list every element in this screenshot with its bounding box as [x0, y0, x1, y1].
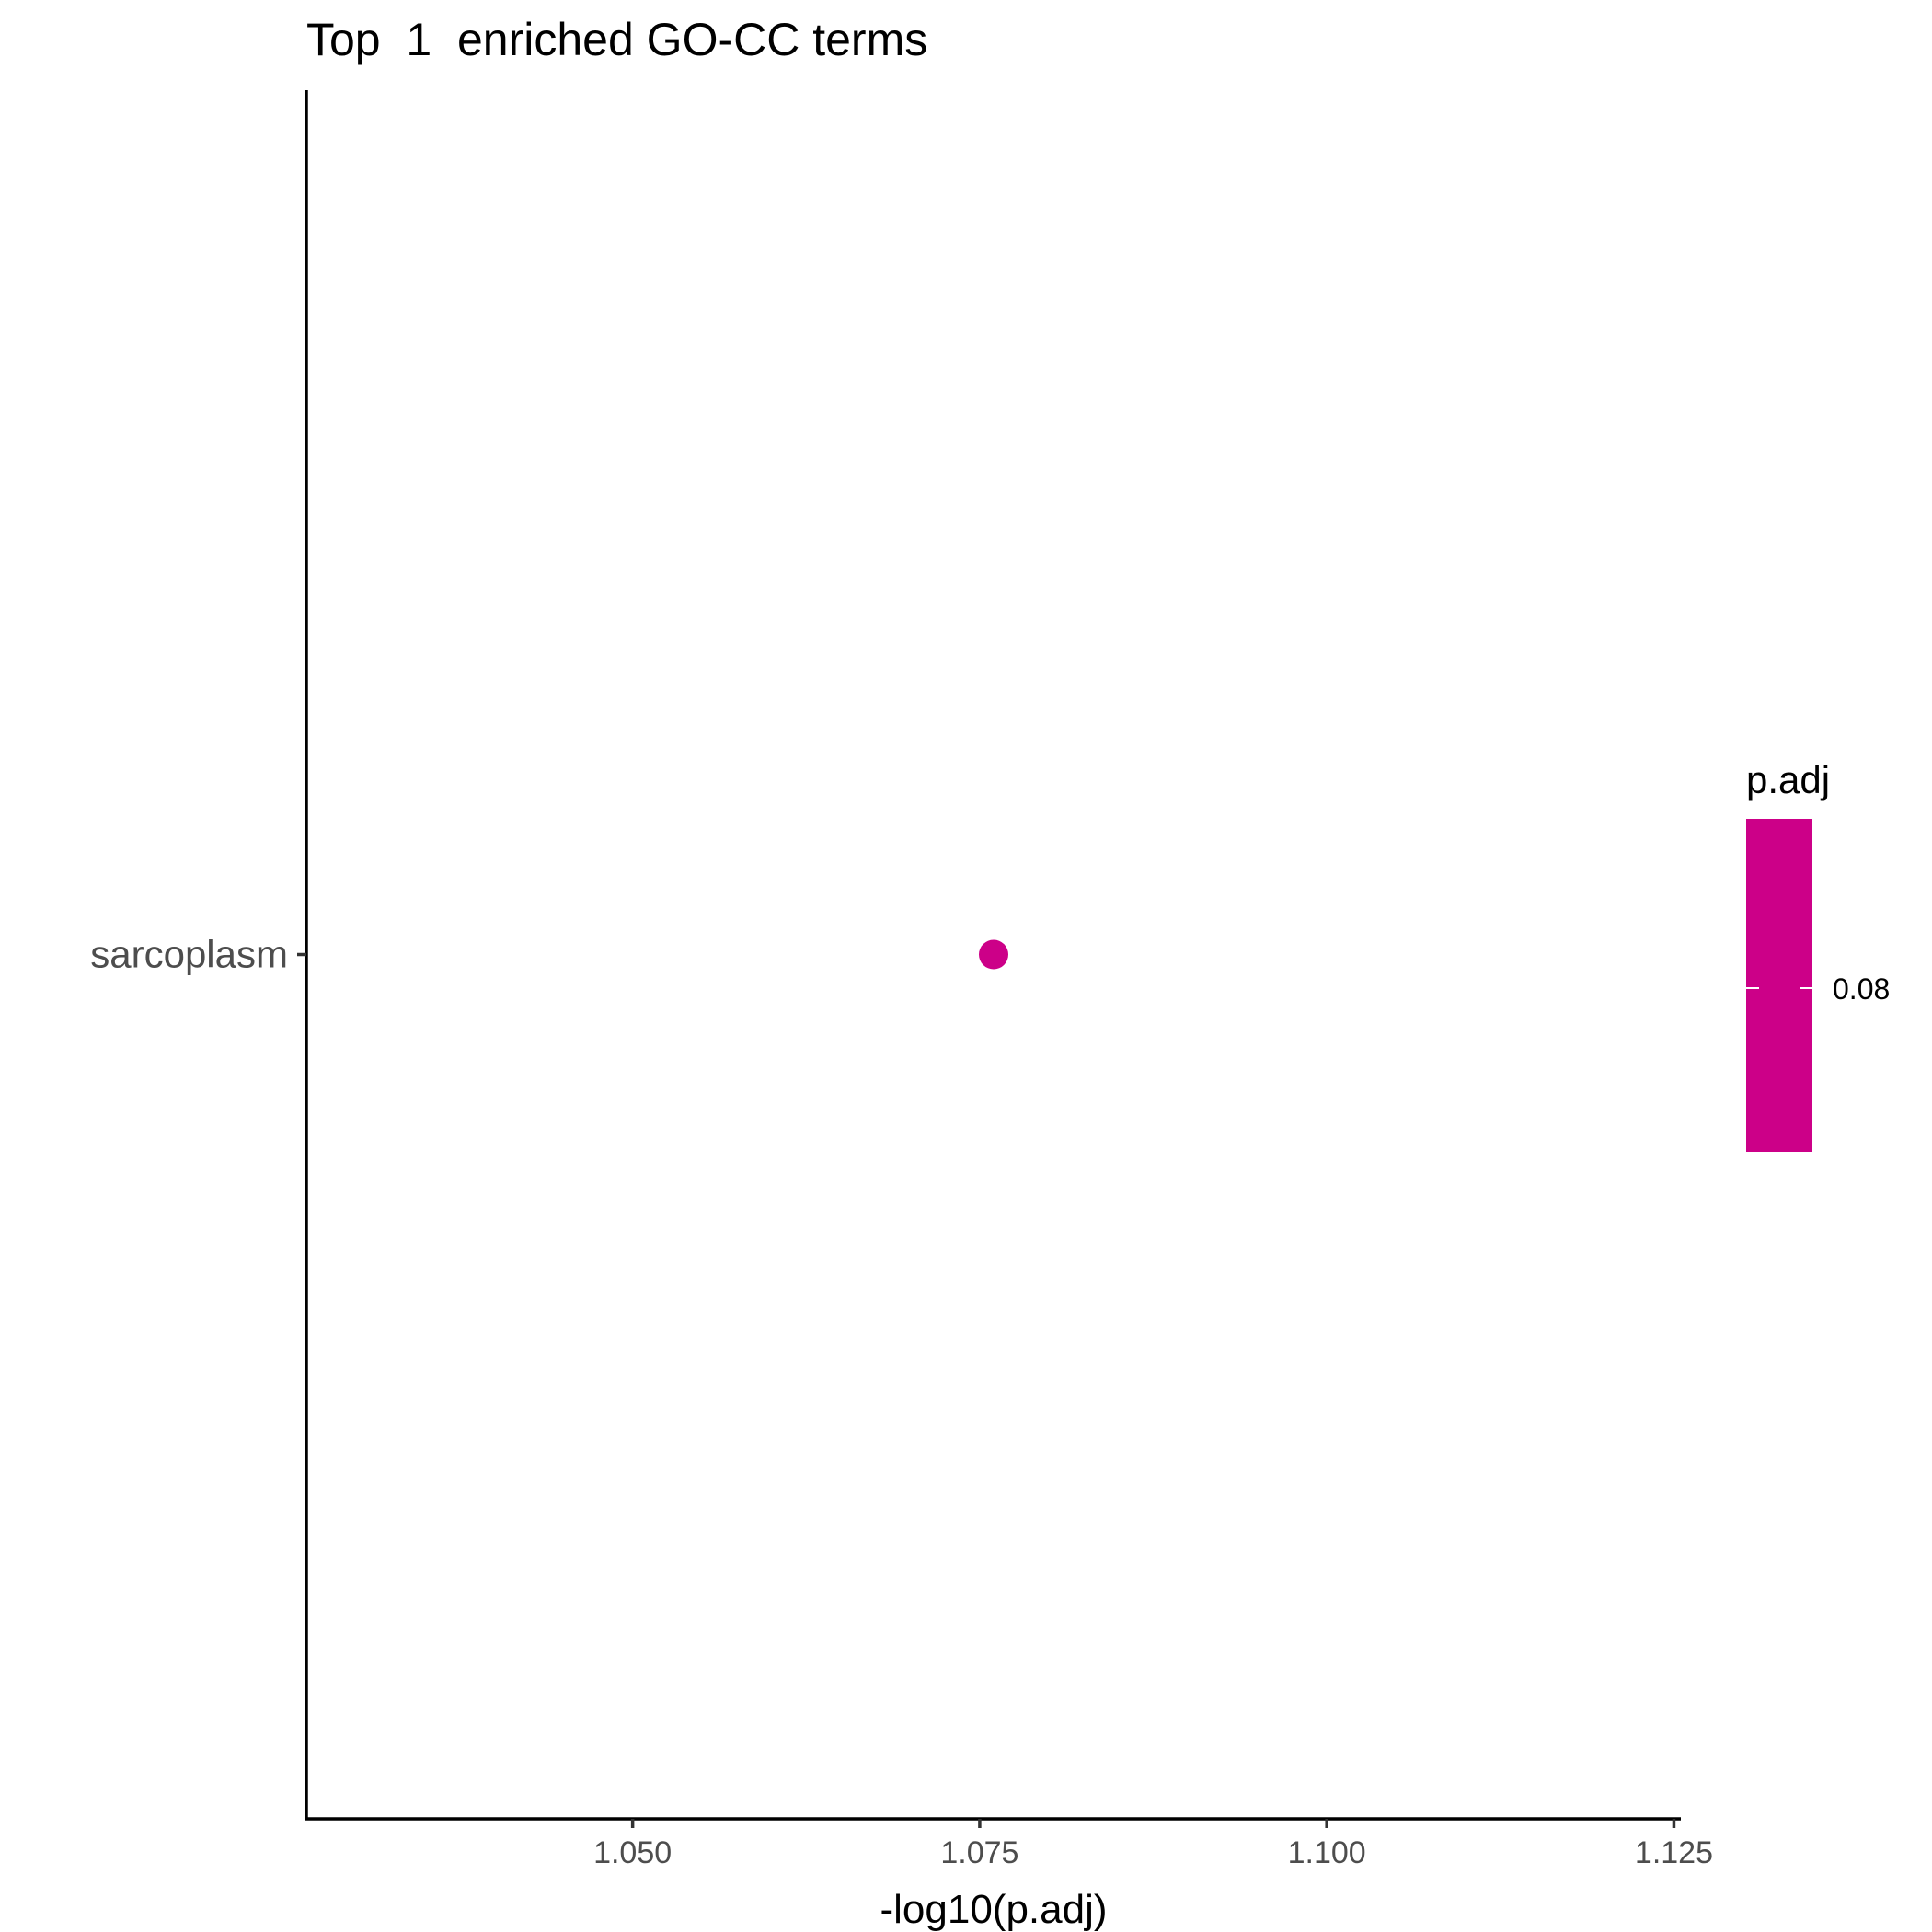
x-axis-title: -log10(p.adj)	[880, 1887, 1107, 1932]
legend-title: p.adj	[1746, 758, 1830, 801]
x-tick-label: 1.125	[1635, 1835, 1713, 1870]
y-axis: sarcoplasm	[90, 90, 308, 1819]
x-tick-label: 1.075	[940, 1835, 1018, 1870]
legend-colorbar	[1746, 819, 1812, 1152]
legend: p.adj 0.08	[1746, 758, 1890, 1152]
x-tick-label: 1.050	[593, 1835, 672, 1870]
legend-tick-label: 0.08	[1833, 972, 1890, 1006]
chart-title: Top 1 enriched GO-CC terms	[306, 14, 927, 65]
x-tick-label: 1.100	[1288, 1835, 1366, 1870]
x-axis: 1.050 1.075 1.100 1.125	[305, 1817, 1713, 1870]
y-tick-label-sarcoplasm: sarcoplasm	[90, 933, 288, 976]
plot-area	[979, 939, 1008, 970]
data-point-sarcoplasm	[979, 939, 1008, 970]
